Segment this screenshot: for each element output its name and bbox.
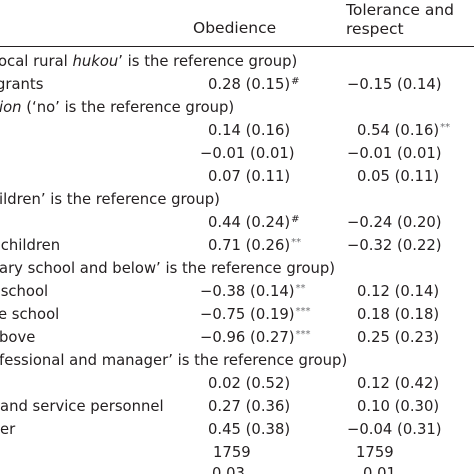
significance-marker: *** — [295, 329, 311, 340]
obedience-cell: −0.01 (0.01) — [200, 145, 295, 162]
row-label: bove — [0, 329, 36, 346]
obedience-cell: −0.38 (0.14)** — [200, 283, 306, 300]
table-row: bove −0.96 (0.27)*** 0.25 (0.23) — [0, 327, 474, 349]
obedience-cell: −0.75 (0.19)*** — [200, 306, 311, 323]
table-row: ocal rural hukou’ is the reference group… — [0, 51, 474, 73]
obedience-cell: −0.96 (0.27)*** — [200, 329, 311, 346]
table-row: ion (‘no’ is the reference group) — [0, 97, 474, 119]
row-label: ion (‘no’ is the reference group) — [0, 99, 235, 116]
obedience-cell: 0.02 (0.52) — [208, 375, 291, 392]
table-row: 0.02 (0.52) 0.12 (0.42) — [0, 373, 474, 395]
obedience-cell: 0.45 (0.38) — [208, 421, 291, 438]
row-label: ary school and below’ is the reference g… — [0, 260, 336, 277]
tolerance-cell: 0.25 (0.23) — [357, 329, 440, 346]
obedience-cell: 0.03 — [212, 465, 245, 474]
table-row: children 0.71 (0.26)** −0.32 (0.22) — [0, 235, 474, 257]
significance-marker: # — [291, 76, 300, 87]
column-header-tolerance-line1: Tolerance and — [346, 1, 455, 19]
row-label: children — [0, 237, 61, 254]
column-header-obedience: Obedience — [193, 19, 277, 37]
obedience-cell: 0.14 (0.16) — [208, 122, 291, 139]
row-label: ildren’ is the reference group) — [0, 191, 220, 208]
row-label: grants — [0, 76, 44, 93]
table-row: 0.07 (0.11) 0.05 (0.11) — [0, 166, 474, 188]
tolerance-cell: 0.12 (0.42) — [357, 375, 440, 392]
table-row: e school −0.75 (0.19)*** 0.18 (0.18) — [0, 304, 474, 326]
table-row: 1759 1759 — [0, 442, 474, 464]
tolerance-cell: 0.12 (0.14) — [357, 283, 440, 300]
tolerance-cell: −0.24 (0.20) — [347, 214, 442, 231]
column-header-tolerance-line2: respect — [346, 20, 404, 38]
tolerance-cell: −0.04 (0.31) — [347, 421, 442, 438]
obedience-cell: 0.71 (0.26)** — [208, 237, 302, 254]
tolerance-cell: −0.01 (0.01) — [347, 145, 442, 162]
row-label: school — [0, 283, 49, 300]
row-label: er — [0, 421, 16, 438]
tolerance-cell: 1759 — [356, 444, 394, 461]
tolerance-cell: 0.05 (0.11) — [357, 168, 440, 185]
obedience-cell: 0.27 (0.36) — [208, 398, 291, 415]
significance-marker: ** — [295, 283, 306, 294]
table-row: 0.44 (0.24)# −0.24 (0.20) — [0, 212, 474, 234]
tolerance-cell: 0.18 (0.18) — [357, 306, 440, 323]
table-row: school −0.38 (0.14)** 0.12 (0.14) — [0, 281, 474, 303]
significance-marker: *** — [295, 306, 311, 317]
significance-marker: ** — [440, 122, 451, 133]
tolerance-cell: 0.54 (0.16)** — [357, 122, 451, 139]
obedience-cell: 1759 — [213, 444, 251, 461]
table-row: 0.14 (0.16) 0.54 (0.16)** — [0, 120, 474, 142]
table-row: ary school and below’ is the reference g… — [0, 258, 474, 280]
table-row: 0.03 0.01 — [0, 463, 474, 474]
significance-marker: ** — [291, 237, 302, 248]
obedience-cell: 0.44 (0.24)# — [208, 214, 300, 231]
obedience-cell: 0.07 (0.11) — [208, 168, 291, 185]
row-label: ocal rural hukou’ is the reference group… — [0, 53, 298, 70]
significance-marker: # — [291, 214, 300, 225]
tolerance-cell: 0.10 (0.30) — [357, 398, 440, 415]
table-row: er 0.45 (0.38) −0.04 (0.31) — [0, 419, 474, 441]
table-row: and service personnel 0.27 (0.36) 0.10 (… — [0, 396, 474, 418]
table-row: −0.01 (0.01) −0.01 (0.01) — [0, 143, 474, 165]
table-row: grants 0.28 (0.15)# −0.15 (0.14) — [0, 74, 474, 96]
tolerance-cell: −0.15 (0.14) — [347, 76, 442, 93]
row-label: fessional and manager’ is the reference … — [0, 352, 348, 369]
row-label: and service personnel — [0, 398, 164, 415]
table-row: ildren’ is the reference group) — [0, 189, 474, 211]
obedience-cell: 0.28 (0.15)# — [208, 76, 300, 93]
row-label: e school — [0, 306, 60, 323]
table-row: fessional and manager’ is the reference … — [0, 350, 474, 372]
tolerance-cell: −0.32 (0.22) — [347, 237, 442, 254]
tolerance-cell: 0.01 — [363, 465, 396, 474]
header-rule — [0, 46, 474, 48]
